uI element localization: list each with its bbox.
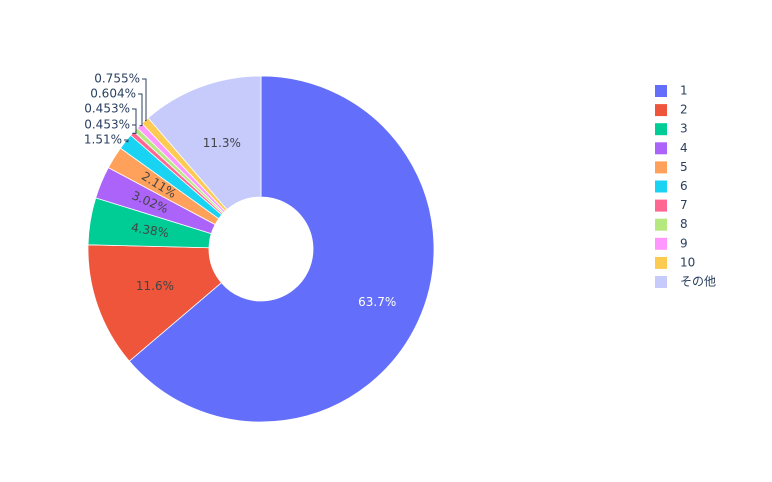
slice-label-3: 4.38% [130, 220, 170, 240]
legend-label-5[interactable]: 5 [680, 160, 688, 174]
legend-label-7[interactable]: 7 [680, 198, 688, 212]
slice-label-9: 0.604% [90, 87, 136, 101]
slice-2[interactable] [87, 244, 222, 362]
legend-swatch-5[interactable] [655, 161, 667, 174]
legend-label-9[interactable]: 9 [680, 236, 688, 250]
slice-label-7: 0.453% [84, 118, 130, 132]
legend-swatch-2[interactable] [655, 104, 667, 117]
leader-line-10 [142, 78, 147, 122]
slice-その他[interactable] [147, 75, 262, 211]
legend-swatch-10[interactable] [655, 256, 667, 269]
legend-label-その他[interactable]: その他 [680, 275, 716, 289]
slice-label-その他: 11.3% [203, 136, 241, 150]
leader-line-9 [138, 93, 143, 127]
slice-label-10: 0.755% [94, 72, 140, 86]
legend-label-4[interactable]: 4 [680, 141, 688, 155]
legend-swatch-9[interactable] [655, 237, 667, 250]
donut-slices [87, 75, 435, 423]
legend-swatch-8[interactable] [655, 218, 667, 231]
legend-swatch-1[interactable] [655, 85, 667, 97]
legend-label-8[interactable]: 8 [680, 217, 688, 231]
legend-swatch-6[interactable] [655, 180, 667, 193]
legend-label-10[interactable]: 10 [680, 255, 695, 269]
leader-line-6 [124, 139, 129, 143]
legend-label-2[interactable]: 2 [680, 103, 688, 117]
legend-label-6[interactable]: 6 [680, 179, 688, 193]
slice-label-6: 1.51% [84, 133, 122, 147]
leader-line-8 [132, 108, 137, 131]
legend-swatch-その他[interactable] [655, 276, 667, 288]
slice-1[interactable] [128, 75, 435, 423]
slice-label-2: 11.6% [136, 279, 174, 293]
legend-swatch-7[interactable] [655, 199, 667, 212]
slice-label-8: 0.453% [84, 102, 130, 116]
legend-label-3[interactable]: 3 [680, 122, 688, 136]
legend-swatch-4[interactable] [655, 142, 667, 155]
legend: 1 2 3 4 5 6 7 8 9 10 その他 [655, 84, 716, 289]
legend-swatch-3[interactable] [655, 123, 667, 136]
legend-label-1[interactable]: 1 [680, 84, 688, 98]
slice-label-1: 63.7% [358, 295, 396, 309]
